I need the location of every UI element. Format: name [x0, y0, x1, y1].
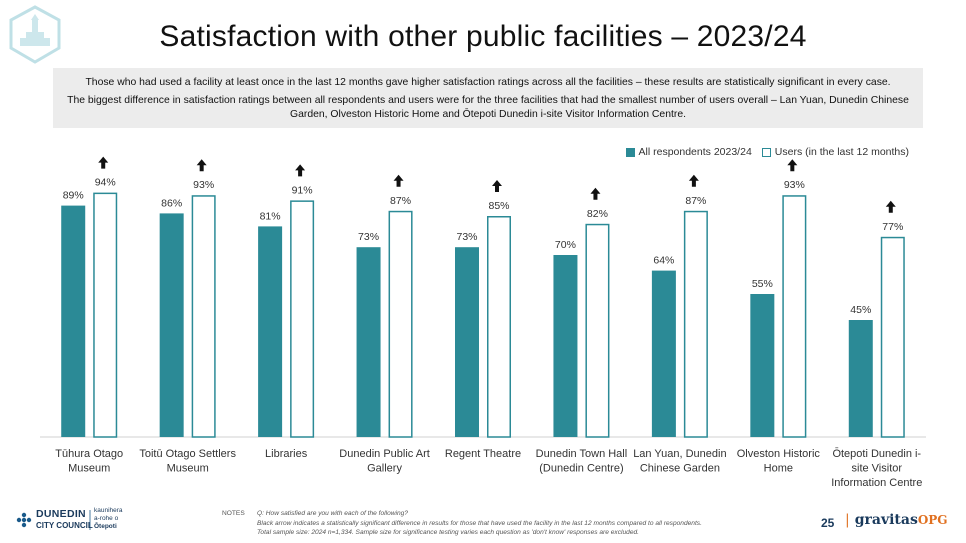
bar-users: [487, 216, 511, 438]
x-tick-label: Toitū Otago Settlers: [139, 448, 236, 460]
bar-users: [93, 192, 118, 438]
data-label-all: 70%: [555, 239, 576, 251]
x-tick-label: Olveston Historic: [737, 448, 821, 460]
significance-arrow-icon: [492, 180, 502, 192]
dunedin-logo-icon: [16, 510, 91, 530]
chart-legend: All respondents 2023/24 Users (in the la…: [625, 146, 909, 158]
x-tick-label: site Visitor: [852, 463, 903, 475]
significance-arrow-icon: [393, 174, 404, 187]
bar-all-respondents: [750, 294, 775, 437]
summary-box: Those who had used a facility at least o…: [53, 68, 923, 128]
data-label-users: 93%: [784, 179, 805, 191]
x-tick-label: Tūhura Otago: [55, 448, 123, 460]
summary-line-1-main: Those who had used a facility at least o…: [85, 77, 725, 88]
gravitas-brand-logo: | gravitasOPG: [845, 512, 948, 528]
logo-maori-2: a-rohe o: [94, 515, 119, 522]
legend-item-all: All respondents 2023/24: [625, 146, 752, 158]
x-tick-label: Information Centre: [831, 477, 922, 489]
notes-line-1: Q: How satisfied are you with each of th…: [257, 510, 409, 517]
significance-arrow-icon: [98, 156, 109, 169]
x-tick-label: Libraries: [265, 448, 308, 460]
data-label-users: 87%: [685, 195, 706, 207]
brand-name: gravitas: [854, 512, 918, 528]
logo-maori-3: Ōtepoti: [94, 523, 117, 530]
bar-users: [191, 195, 216, 438]
bar-all-respondents: [455, 247, 479, 437]
bar-all-respondents: [553, 255, 578, 437]
data-label-all: 89%: [63, 190, 84, 202]
notes-line-2: Black arrow indicates a statistically si…: [257, 519, 702, 527]
x-tick-label: (Dunedin Centre): [539, 463, 623, 475]
significance-arrow-icon: [196, 159, 207, 172]
legend-swatch-filled: [625, 147, 635, 157]
data-label-users: 91%: [292, 184, 313, 196]
data-label-users: 82%: [587, 208, 608, 220]
legend-item-users: Users (in the last 12 months): [761, 146, 909, 158]
bar-all-respondents: [651, 270, 676, 437]
legend-label-users: Users (in the last 12 months): [774, 146, 909, 158]
x-tick-label: Chinese Garden: [640, 463, 720, 475]
bar-users: [683, 210, 708, 438]
x-tick-label: Museum: [167, 463, 209, 475]
x-tick-label: Regent Theatre: [445, 448, 521, 460]
summary-line-1: Those who had used a facility at least o…: [53, 68, 923, 90]
bar-users: [388, 210, 413, 438]
data-label-all: 86%: [161, 197, 182, 209]
bar-all-respondents: [356, 247, 381, 437]
data-label-all: 73%: [456, 231, 477, 243]
data-label-all: 64%: [653, 255, 674, 267]
x-tick-label: Museum: [68, 463, 110, 475]
data-label-users: 87%: [390, 195, 411, 207]
data-label-users: 77%: [882, 221, 903, 233]
x-tick-label: Ōtepoti Dunedin i-: [832, 448, 921, 460]
logo-name: DUNEDIN: [36, 508, 86, 520]
bar-users: [290, 200, 315, 438]
significance-arrow-icon: [787, 159, 798, 172]
data-label-users: 93%: [193, 179, 214, 191]
significance-arrow-icon: [295, 164, 306, 177]
bar-users: [782, 195, 807, 438]
dunedin-council-logo: DUNEDIN CITY COUNCIL kaunihera a-rohe o …: [14, 506, 134, 536]
bar-all-respondents: [258, 226, 283, 437]
x-tick-label: Gallery: [367, 463, 402, 475]
council-building-logo-icon: [9, 5, 61, 64]
data-label-all: 81%: [260, 210, 281, 222]
bar-all-respondents: [159, 213, 184, 437]
bar-users: [585, 223, 610, 438]
summary-line-2: The biggest difference in satisfaction r…: [67, 95, 909, 120]
notes-line-3: Total sample size: 2024 n=1,334. Sample …: [257, 529, 639, 536]
data-label-users: 94%: [95, 177, 116, 189]
x-tick-label: Dunedin Town Hall: [536, 448, 628, 460]
notes-label: NOTES: [222, 510, 245, 517]
logo-maori-1: kaunihera: [94, 507, 123, 514]
logo-sub: CITY COUNCIL: [36, 521, 93, 530]
data-label-users: 85%: [488, 200, 509, 212]
bar-users: [880, 236, 905, 438]
significance-arrow-icon: [885, 200, 896, 213]
legend-swatch-outline: [761, 147, 771, 157]
bar-chart: 89% 94% Tūhura Otago Museum 86% 93% Toitū Otag…: [40, 156, 926, 489]
x-tick-label: Home: [764, 463, 793, 475]
summary-line-1-emphasis: statistically significant in every case.: [724, 77, 891, 88]
x-tick-label: Lan Yuan, Dunedin: [633, 448, 726, 460]
bar-all-respondents: [848, 320, 873, 437]
page-number: 25: [821, 516, 835, 530]
legend-label-all: All respondents 2023/24: [638, 146, 752, 158]
significance-arrow-icon: [688, 174, 699, 187]
bar-all-respondents: [61, 205, 86, 437]
x-tick-label: Dunedin Public Art: [339, 448, 430, 460]
page-title: Satisfaction with other public facilitie…: [159, 20, 807, 53]
brand-suffix: OPG: [917, 513, 948, 527]
significance-arrow-icon: [590, 187, 601, 200]
data-label-all: 45%: [850, 304, 871, 316]
data-label-all: 55%: [752, 278, 773, 290]
data-label-all: 73%: [358, 231, 379, 243]
